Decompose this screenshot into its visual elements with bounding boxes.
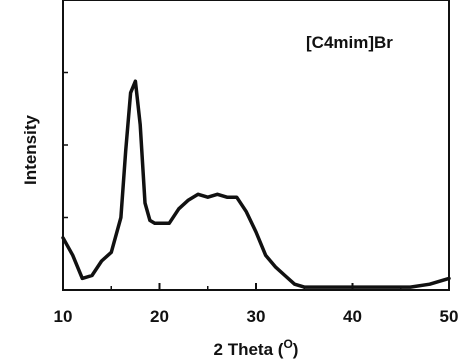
xrd-intensity-line — [61, 79, 451, 289]
x-axis-label-end: ) — [293, 340, 299, 359]
x-axis-ticks: 10 20 30 40 50 — [54, 283, 459, 326]
x-tick-label: 10 — [54, 307, 73, 326]
y-axis-ticks — [63, 71, 68, 219]
x-axis-label-main: 2 Theta ( — [214, 340, 284, 359]
y-axis-label: Intensity — [21, 115, 40, 185]
x-tick-label: 40 — [343, 307, 362, 326]
x-axis-label: 2 Theta (O) — [214, 337, 299, 359]
x-tick-label: 50 — [440, 307, 459, 326]
x-tick-label: 30 — [247, 307, 266, 326]
x-tick-label: 20 — [150, 307, 169, 326]
x-axis-label-sup: O — [283, 337, 292, 351]
sample-annotation: [C4mim]Br — [306, 33, 393, 52]
